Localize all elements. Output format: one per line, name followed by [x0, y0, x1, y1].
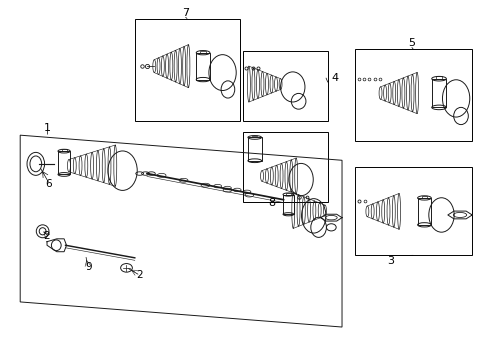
- Bar: [251, 136, 257, 138]
- Bar: [58, 151, 70, 175]
- Text: 6: 6: [45, 179, 52, 189]
- Bar: [200, 50, 205, 53]
- Text: 7: 7: [182, 8, 189, 18]
- Bar: [285, 193, 290, 194]
- Bar: [283, 194, 293, 214]
- Bar: [242, 51, 327, 121]
- Bar: [417, 198, 430, 225]
- Text: 3: 3: [386, 256, 393, 266]
- Text: 2: 2: [136, 270, 142, 280]
- Bar: [354, 167, 471, 255]
- Bar: [196, 53, 209, 80]
- Bar: [135, 19, 239, 121]
- Text: 8: 8: [267, 198, 274, 208]
- Text: 9: 9: [85, 262, 92, 272]
- Bar: [61, 149, 66, 151]
- Bar: [354, 49, 471, 140]
- Text: 1: 1: [43, 123, 50, 133]
- Bar: [431, 79, 446, 107]
- Bar: [242, 132, 327, 202]
- Text: 2: 2: [43, 231, 50, 240]
- Text: 4: 4: [330, 73, 338, 83]
- Bar: [247, 138, 261, 161]
- Bar: [421, 196, 427, 198]
- Text: 5: 5: [407, 38, 414, 48]
- Bar: [435, 76, 441, 79]
